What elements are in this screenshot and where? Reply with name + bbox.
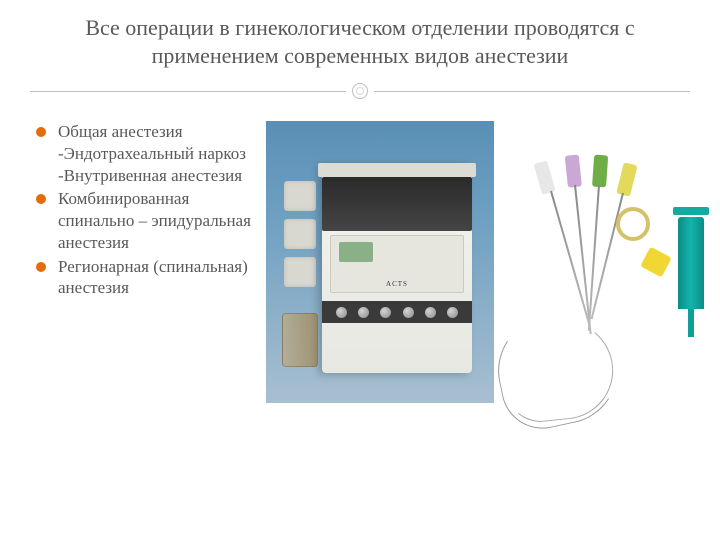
syringe-body bbox=[678, 217, 704, 309]
needle-hub bbox=[592, 155, 608, 188]
title-divider bbox=[0, 83, 720, 99]
knob-icon bbox=[380, 307, 391, 318]
list-item: Регионарная (спинальная) анестезия bbox=[36, 256, 256, 300]
side-column bbox=[284, 181, 316, 295]
needle-hub bbox=[533, 160, 555, 195]
knob-icon bbox=[425, 307, 436, 318]
divider-line-right bbox=[374, 91, 690, 92]
gauge-icon bbox=[284, 181, 316, 211]
gauge-icon bbox=[284, 257, 316, 287]
machine-hood bbox=[322, 177, 472, 231]
connector-cap-icon bbox=[640, 247, 672, 278]
machine-shelf bbox=[318, 163, 476, 177]
needle-hub bbox=[565, 154, 582, 187]
knob-icon bbox=[403, 307, 414, 318]
syringe-icon bbox=[678, 217, 704, 341]
knob-row bbox=[322, 301, 472, 323]
list-item: Комбинированная спинально – эпидуральная… bbox=[36, 188, 256, 253]
syringe-tip bbox=[688, 309, 694, 337]
gauge-icon bbox=[284, 219, 316, 249]
image-area: ACTS bbox=[266, 121, 700, 403]
knob-icon bbox=[447, 307, 458, 318]
divider-circle-icon bbox=[352, 83, 368, 99]
content-row: Общая анестезия-Эндотрахеальный наркоз-В… bbox=[0, 99, 720, 403]
divider-line-left bbox=[30, 91, 346, 92]
control-panel: ACTS bbox=[330, 235, 464, 293]
knob-icon bbox=[358, 307, 369, 318]
absorber-canister bbox=[282, 313, 318, 367]
needle-hub bbox=[616, 162, 637, 196]
machine-label: ACTS bbox=[386, 280, 408, 288]
catheter-coil-icon bbox=[488, 304, 628, 437]
display-screen bbox=[339, 242, 373, 262]
needles-photo bbox=[480, 121, 710, 421]
slide-title: Все операции в гинекологическом отделени… bbox=[0, 0, 720, 79]
knob-icon bbox=[336, 307, 347, 318]
bullet-list: Общая анестезия-Эндотрахеальный наркоз-В… bbox=[36, 121, 256, 403]
ring-tool-icon bbox=[616, 207, 650, 241]
machine-body: ACTS bbox=[322, 163, 472, 373]
list-item: Общая анестезия-Эндотрахеальный наркоз-В… bbox=[36, 121, 256, 186]
needle-icon bbox=[550, 191, 591, 326]
anesthesia-machine-photo: ACTS bbox=[266, 121, 494, 403]
